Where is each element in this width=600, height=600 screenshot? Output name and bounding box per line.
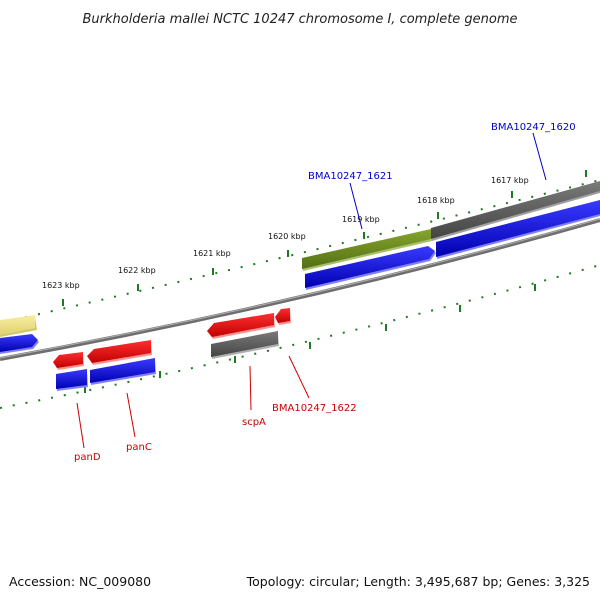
gene-scpa-bar[interactable] [207,313,275,339]
map-title: Burkholderia mallei NCTC 10247 chromosom… [82,12,517,27]
genome-summary-text: Topology: circular; Length: 3,495,687 bp… [246,574,590,589]
tick-label-1620: 1620 kbp [268,232,306,241]
gene-bma10247-1622-bar[interactable] [275,308,291,325]
cds-forward-left [0,334,39,354]
genome-backbone [0,218,600,361]
cds-bma10247-1620[interactable] [436,200,600,259]
label-leader-lines [76,132,547,449]
outer-tick-major-marks [62,170,587,306]
gene-bma10247-1620-bar[interactable] [431,181,600,241]
feature-yellow [0,315,37,337]
label-bma10247-1621[interactable]: BMA10247_1621 [308,171,393,182]
tick-label-1619: 1619 kbp [342,215,380,224]
cds-pand[interactable] [56,369,88,391]
label-bma10247-1622[interactable]: BMA10247_1622 [272,403,357,414]
gene-scpa-feature-gray[interactable] [211,331,279,359]
inner-tick-row [0,264,600,409]
label-bma10247-1620[interactable]: BMA10247_1620 [491,122,576,133]
cds-bma10247-1621[interactable] [305,246,436,290]
gene-panc-bar[interactable] [87,340,152,365]
tick-label-1617: 1617 kbp [491,176,529,185]
tick-label-1618: 1618 kbp [417,196,455,205]
tick-label-1623: 1623 kbp [42,281,80,290]
tick-label-1622: 1622 kbp [118,266,156,275]
accession-text: Accession: NC_009080 [9,574,151,589]
label-panc[interactable]: panC [126,442,152,453]
gene-pand-bar[interactable] [53,352,84,370]
label-scpa[interactable]: scpA [242,417,266,428]
inner-tick-major-marks [84,284,536,393]
outer-tick-row [0,179,600,324]
cds-panc[interactable] [90,358,156,385]
gene-bma10247-1621-bar[interactable] [302,229,432,271]
tick-label-1621: 1621 kbp [193,249,231,258]
label-pand[interactable]: panD [74,452,101,463]
